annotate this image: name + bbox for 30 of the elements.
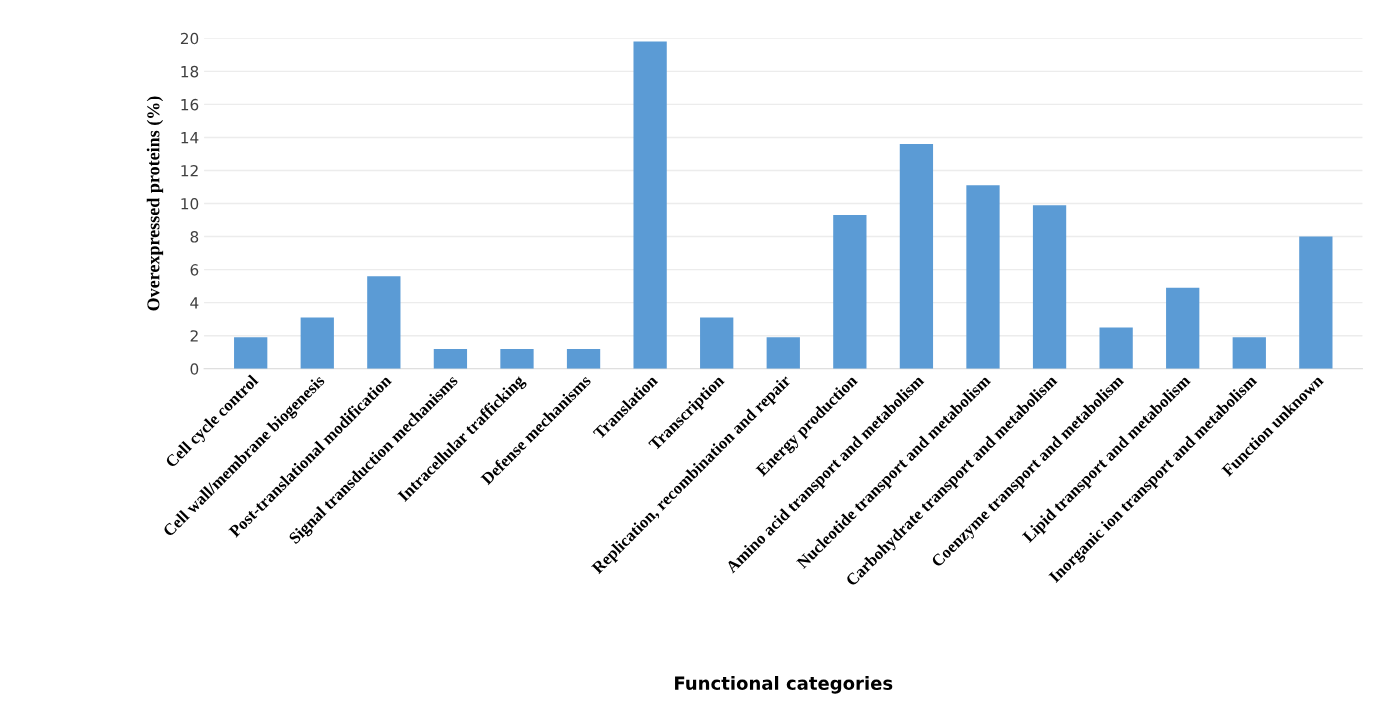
bar	[1166, 287, 1200, 369]
y-tick-label: 2	[190, 330, 198, 342]
bar	[367, 276, 401, 369]
bar	[300, 317, 334, 369]
y-tick-label: 0	[190, 363, 199, 375]
bar	[500, 348, 534, 369]
y-tick-label: 14	[181, 132, 199, 144]
y-tick-label: 12	[181, 164, 198, 177]
y-tick-label: 4	[190, 297, 199, 309]
y-axis-title: Overexpressed proteins (%)	[146, 96, 164, 311]
y-tick-label: 18	[181, 65, 199, 78]
bar	[1099, 327, 1133, 369]
y-tick-label: 10	[181, 197, 199, 210]
bar	[633, 41, 667, 369]
y-tick-label: 6	[190, 264, 199, 276]
bar	[966, 185, 1000, 369]
bar	[1299, 236, 1333, 369]
bar	[566, 348, 601, 369]
bar	[766, 337, 800, 369]
x-axis-title: Functional categories	[675, 676, 893, 694]
bar	[433, 348, 468, 369]
bar	[234, 337, 268, 369]
bar	[833, 215, 867, 369]
y-tick-label: 16	[181, 98, 199, 111]
y-tick-label: 20	[180, 32, 199, 45]
bar	[1032, 205, 1067, 369]
bar	[899, 144, 934, 369]
y-tick-label: 8	[190, 231, 199, 243]
bar	[1232, 337, 1266, 369]
bar	[700, 317, 734, 369]
